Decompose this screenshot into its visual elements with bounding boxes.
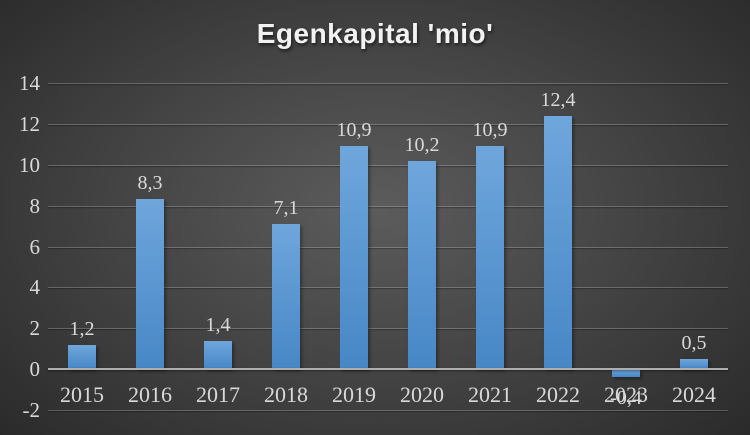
gridline (48, 410, 728, 411)
x-tick-label: 2022 (536, 382, 580, 408)
bar (408, 160, 436, 370)
chart-title: Egenkapital 'mio' (256, 18, 494, 49)
x-tick-label: 2018 (264, 382, 308, 408)
bar-value-label: 1,4 (205, 313, 231, 336)
bar (544, 115, 572, 370)
gridline (48, 246, 728, 248)
y-tick-label: 12 (19, 111, 40, 136)
bar (340, 146, 368, 370)
gridline (48, 287, 728, 289)
bar-value-label: 12,4 (540, 88, 576, 111)
bar-value-label: 10,2 (404, 133, 440, 156)
bar-value-label: 0,5 (681, 331, 707, 354)
bar (680, 358, 708, 370)
bar-value-label: -0,4 (610, 387, 642, 410)
x-tick-label: 2019 (332, 382, 376, 408)
x-tick-label: 2021 (468, 382, 512, 408)
y-tick-label: 0 (29, 357, 41, 382)
bar-value-label: 10,9 (336, 119, 372, 142)
y-tick-label: 8 (29, 193, 41, 218)
bar (272, 224, 300, 370)
y-tick-label: 4 (29, 275, 41, 300)
y-tick-label: 14 (19, 71, 40, 95)
x-tick-label: 2020 (400, 382, 444, 408)
bar-value-label: 10,9 (472, 119, 508, 142)
bar-value-label: 8,3 (137, 172, 163, 195)
gridline (48, 328, 728, 330)
gridline (48, 123, 728, 125)
x-tick-label: 2023 (604, 382, 648, 408)
bar-value-label: 1,2 (69, 317, 95, 340)
gridline (48, 83, 728, 84)
bar (476, 146, 504, 370)
bar (136, 199, 164, 370)
x-tick-label: 2017 (196, 382, 240, 408)
x-tick-label: 2024 (672, 382, 716, 408)
bar (612, 369, 640, 378)
y-tick-label: -2 (22, 398, 41, 422)
gridline (48, 164, 728, 166)
gridline (48, 205, 728, 207)
bar-value-label: 7,1 (273, 197, 299, 220)
x-tick-label: 2016 (128, 382, 172, 408)
x-tick-label: 2015 (60, 382, 104, 408)
bar (204, 340, 232, 370)
zero-axis-line (48, 368, 728, 371)
y-tick-label: 10 (19, 152, 40, 177)
y-tick-label: 6 (29, 234, 41, 259)
y-tick-label: 2 (29, 316, 41, 341)
bar (68, 344, 96, 370)
